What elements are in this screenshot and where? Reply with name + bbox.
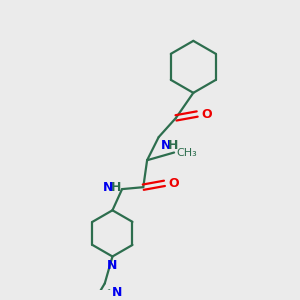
Text: N: N xyxy=(107,260,118,272)
Text: H: H xyxy=(110,181,121,194)
Text: O: O xyxy=(168,177,179,190)
Text: H: H xyxy=(168,139,179,152)
Text: N: N xyxy=(160,139,171,152)
Text: N: N xyxy=(103,181,113,194)
Text: O: O xyxy=(201,107,211,121)
Text: CH₃: CH₃ xyxy=(176,148,197,158)
Text: N: N xyxy=(112,286,122,299)
